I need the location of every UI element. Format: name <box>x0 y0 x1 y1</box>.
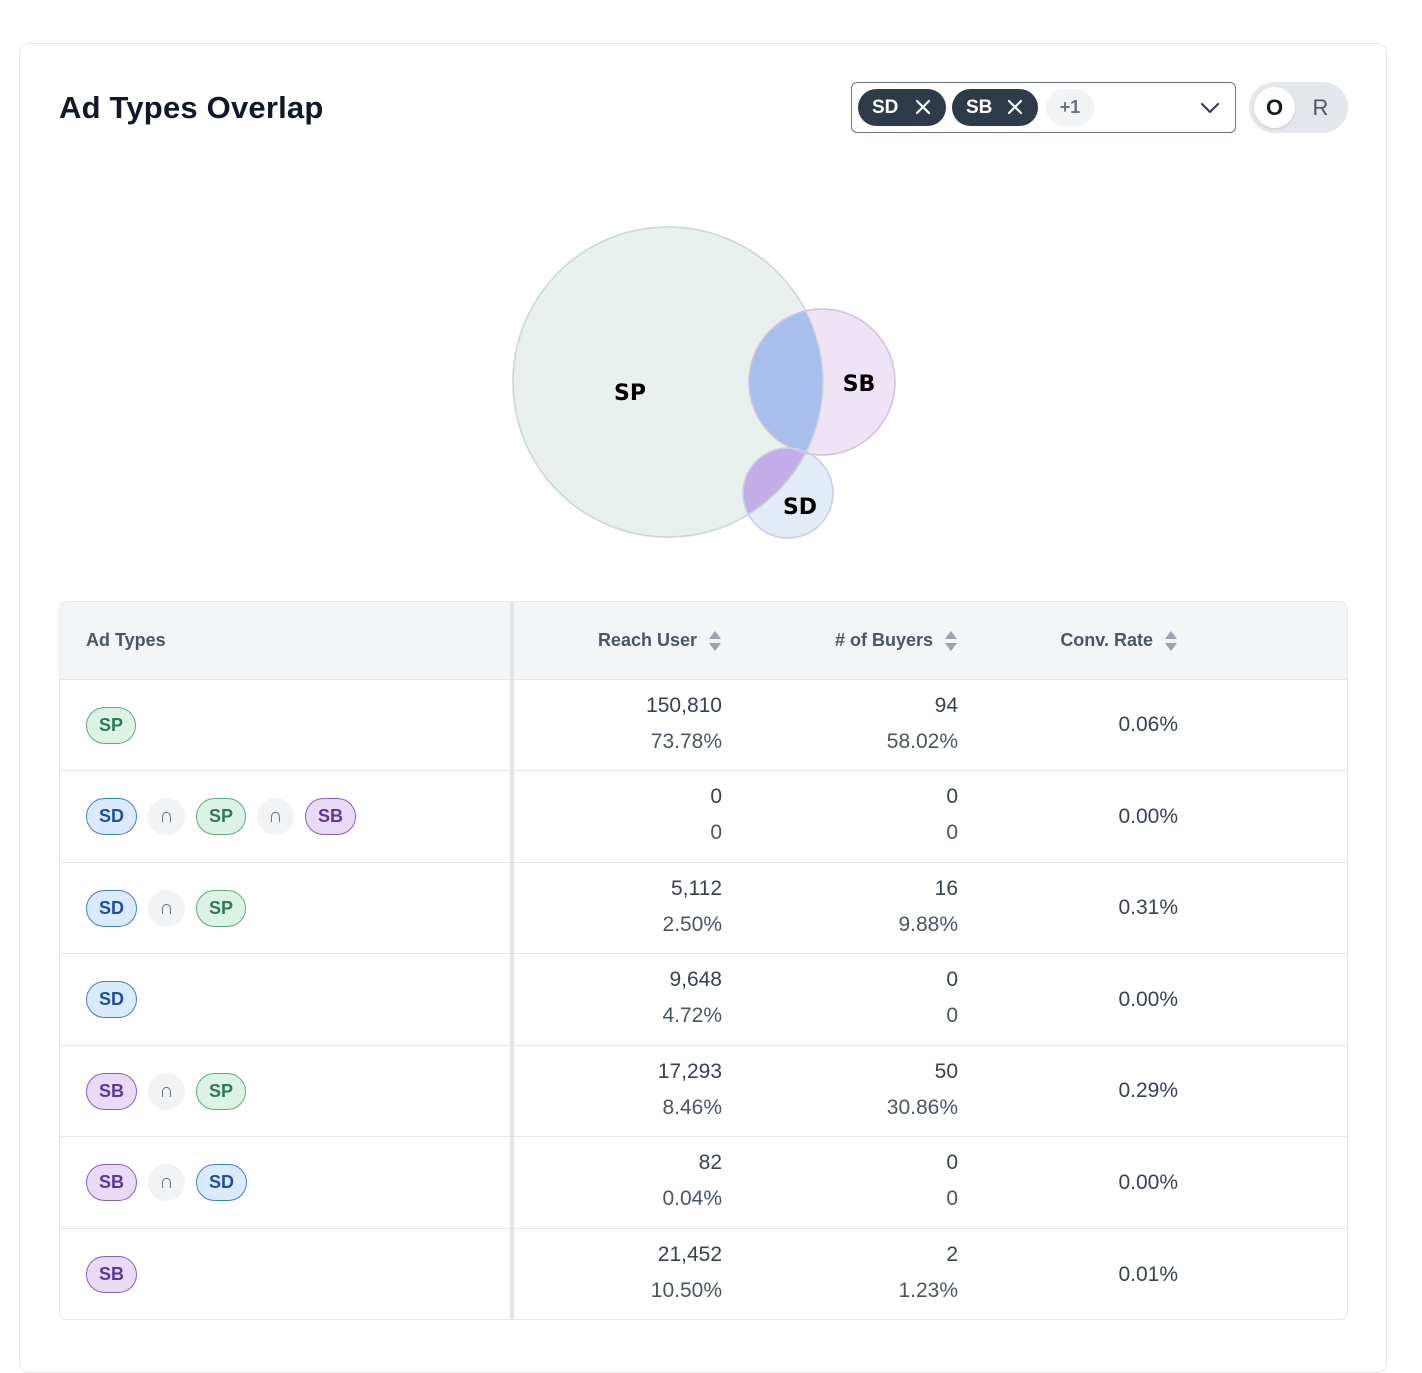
column-divider <box>510 602 514 1319</box>
ad-type-pill-sd: SD <box>86 798 138 835</box>
conv-rate-value: 0.29% <box>1118 1079 1178 1102</box>
sort-icon[interactable] <box>944 630 958 652</box>
filter-chip-label: SB <box>966 96 993 118</box>
reach-percent: 2.50% <box>662 913 722 936</box>
venn-label-sd: SD <box>783 495 817 520</box>
buyers-percent: 58.02% <box>886 730 958 753</box>
conv-rate-value: 0.06% <box>1118 713 1178 736</box>
reach-percent: 8.46% <box>662 1096 722 1119</box>
table-row: SP 150,810 73.78% 94 58.02% 0.06% <box>60 679 1347 770</box>
reach-value: 5,112 <box>671 877 722 900</box>
header-label: Conv. Rate <box>1060 630 1153 650</box>
table-header: Ad Types Reach User # of Buyers Conv. Ra… <box>60 602 1347 679</box>
reach-percent: 0.04% <box>662 1187 722 1210</box>
reach-percent: 0 <box>710 821 722 844</box>
conv-rate-value: 0.00% <box>1118 1170 1178 1194</box>
table-row: SB ∩ SD 82 0.04% 0 0 0.00% <box>60 1136 1347 1228</box>
reach-value: 82 <box>698 1151 722 1174</box>
reach-percent: 73.78% <box>650 730 722 753</box>
buyers-percent: 0 <box>946 1004 958 1027</box>
buyers-percent: 30.86% <box>886 1096 958 1119</box>
toggle-option-o[interactable]: O <box>1254 87 1295 128</box>
ad-types-overlap-card: Ad Types Overlap SD SB +1 O R <box>19 43 1387 1373</box>
ad-type-pill-sp: SP <box>196 1072 247 1110</box>
sort-icon[interactable] <box>708 630 722 652</box>
ad-type-multiselect[interactable]: SD SB +1 <box>851 82 1236 133</box>
reach-percent: 4.72% <box>662 1004 722 1027</box>
venn-label-sp: SP <box>614 381 646 406</box>
reach-value: 9,648 <box>669 968 722 991</box>
ad-type-pill-sp: SP <box>86 706 137 744</box>
header-reach-user[interactable]: Reach User <box>598 602 722 679</box>
header-ad-types: Ad Types <box>86 630 166 650</box>
ad-type-pill-sp: SP <box>196 889 247 927</box>
ad-type-pill-sp: SP <box>196 798 247 835</box>
header-buyers[interactable]: # of Buyers <box>835 602 958 679</box>
buyers-percent: 9.88% <box>898 913 958 936</box>
buyers-value: 16 <box>934 877 958 900</box>
filter-chip-sd[interactable]: SD <box>858 89 946 126</box>
ad-type-combination: SD ∩ SP ∩ SB <box>86 771 357 862</box>
reach-value: 150,810 <box>646 694 722 717</box>
buyers-percent: 0 <box>946 821 958 844</box>
table-row: SD 9,648 4.72% 0 0 0.00% <box>60 953 1347 1045</box>
buyers-value: 50 <box>934 1060 958 1083</box>
conv-rate-value: 0.01% <box>1118 1262 1178 1286</box>
filter-chip-sb[interactable]: SB <box>952 89 1038 126</box>
or-toggle[interactable]: O R <box>1249 82 1348 133</box>
buyers-value: 0 <box>946 1151 958 1174</box>
sort-icon[interactable] <box>1164 630 1178 652</box>
ad-type-pill-sb: SB <box>305 798 357 835</box>
toggle-option-r[interactable]: R <box>1312 94 1329 120</box>
intersection-symbol: ∩ <box>148 889 186 927</box>
ad-type-pill-sd: SD <box>196 1164 248 1201</box>
close-icon[interactable] <box>1006 98 1024 116</box>
ad-type-pill-sd: SD <box>86 981 138 1018</box>
buyers-value: 2 <box>946 1243 958 1266</box>
intersection-symbol: ∩ <box>148 798 186 835</box>
reach-percent: 10.50% <box>650 1279 722 1302</box>
reach-value: 21,452 <box>657 1243 722 1266</box>
ad-type-combination: SB ∩ SD <box>86 1137 248 1228</box>
table-row: SD ∩ SP ∩ SB 0 0 0 0 0.00% <box>60 770 1347 862</box>
buyers-value: 0 <box>946 785 958 808</box>
intersection-symbol: ∩ <box>148 1164 186 1201</box>
filter-chip-label: SD <box>872 96 899 118</box>
header-label: # of Buyers <box>834 630 933 650</box>
conv-rate-value: 0.00% <box>1118 804 1178 828</box>
conv-rate-value: 0.31% <box>1118 896 1178 919</box>
intersection-symbol: ∩ <box>257 798 295 835</box>
ad-type-combination: SD ∩ SP <box>86 863 247 953</box>
venn-intersection-sp-sb <box>749 309 823 455</box>
table-row: SB 21,452 10.50% 2 1.23% 0.01% <box>60 1228 1347 1319</box>
ad-type-combination: SP <box>86 680 137 770</box>
buyers-percent: 1.23% <box>898 1279 958 1302</box>
ad-type-pill-sb: SB <box>86 1072 138 1110</box>
venn-label-sb: SB <box>843 372 876 397</box>
chevron-down-icon[interactable] <box>1199 99 1221 117</box>
overlap-table: Ad Types Reach User # of Buyers Conv. Ra… <box>59 601 1348 1320</box>
buyers-value: 0 <box>946 968 958 991</box>
table-row: SD ∩ SP 5,112 2.50% 16 9.88% 0.31% <box>60 862 1347 953</box>
ad-type-combination: SB ∩ SP <box>86 1046 247 1136</box>
intersection-symbol: ∩ <box>148 1072 186 1110</box>
conv-rate-value: 0.00% <box>1118 987 1178 1011</box>
ad-type-pill-sd: SD <box>86 889 138 927</box>
ad-type-combination: SB <box>86 1229 138 1319</box>
ad-type-pill-sb: SB <box>86 1164 138 1201</box>
header-label: Reach User <box>597 630 697 650</box>
reach-value: 0 <box>710 785 722 808</box>
buyers-value: 94 <box>934 694 958 717</box>
close-icon[interactable] <box>914 98 932 116</box>
header-conv-rate[interactable]: Conv. Rate <box>1060 602 1178 679</box>
panel-title: Ad Types Overlap <box>59 90 324 125</box>
ad-type-combination: SD <box>86 954 138 1045</box>
reach-value: 17,293 <box>657 1060 722 1083</box>
venn-diagram: SP SB SD <box>512 226 896 539</box>
more-selected-chip[interactable]: +1 <box>1046 89 1094 126</box>
table-row: SB ∩ SP 17,293 8.46% 50 30.86% 0.29% <box>60 1045 1347 1136</box>
ad-type-pill-sb: SB <box>86 1256 138 1293</box>
buyers-percent: 0 <box>946 1187 958 1210</box>
